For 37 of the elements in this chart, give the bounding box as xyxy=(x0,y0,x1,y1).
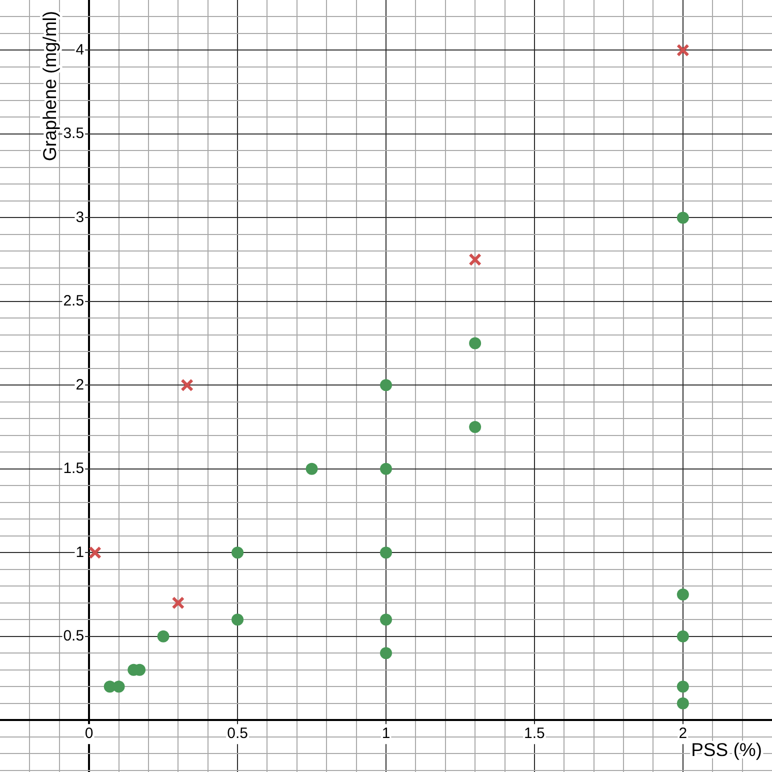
y-axis-title: Graphene (mg/ml) xyxy=(39,11,60,162)
y-tick-label: 3 xyxy=(76,208,84,226)
point xyxy=(380,379,392,392)
point xyxy=(469,421,482,434)
x-tick-label: 2 xyxy=(678,725,688,742)
y-tick-label: 2 xyxy=(76,376,84,394)
point xyxy=(676,630,689,642)
point xyxy=(468,253,482,266)
point xyxy=(306,462,318,475)
point xyxy=(380,614,392,626)
point xyxy=(232,546,244,559)
x-axis-title: PSS (%) xyxy=(691,739,762,760)
y-tick-label: 0.5 xyxy=(63,627,84,644)
point xyxy=(88,546,102,560)
point xyxy=(676,697,689,710)
x-tick-label: 0.5 xyxy=(227,725,248,742)
point xyxy=(157,630,170,642)
point xyxy=(180,378,194,392)
x-tick-label: 1 xyxy=(382,725,390,742)
point xyxy=(676,44,690,57)
point xyxy=(112,680,125,693)
x-tick-label: 0 xyxy=(84,725,94,742)
point xyxy=(380,647,392,660)
point xyxy=(676,588,689,600)
x-tick-label: 1.5 xyxy=(524,725,545,742)
point xyxy=(676,212,689,224)
point xyxy=(232,614,244,626)
point xyxy=(172,596,185,610)
y-tick-label: 3.5 xyxy=(63,125,84,142)
point xyxy=(469,337,482,350)
point xyxy=(380,546,392,559)
y-tick-label: 1 xyxy=(76,544,84,561)
y-tick-label: 2.5 xyxy=(63,292,84,310)
point xyxy=(676,680,689,693)
y-tick-label: 4 xyxy=(76,41,84,58)
y-tick-label: 1.5 xyxy=(63,460,84,478)
point xyxy=(380,462,392,475)
